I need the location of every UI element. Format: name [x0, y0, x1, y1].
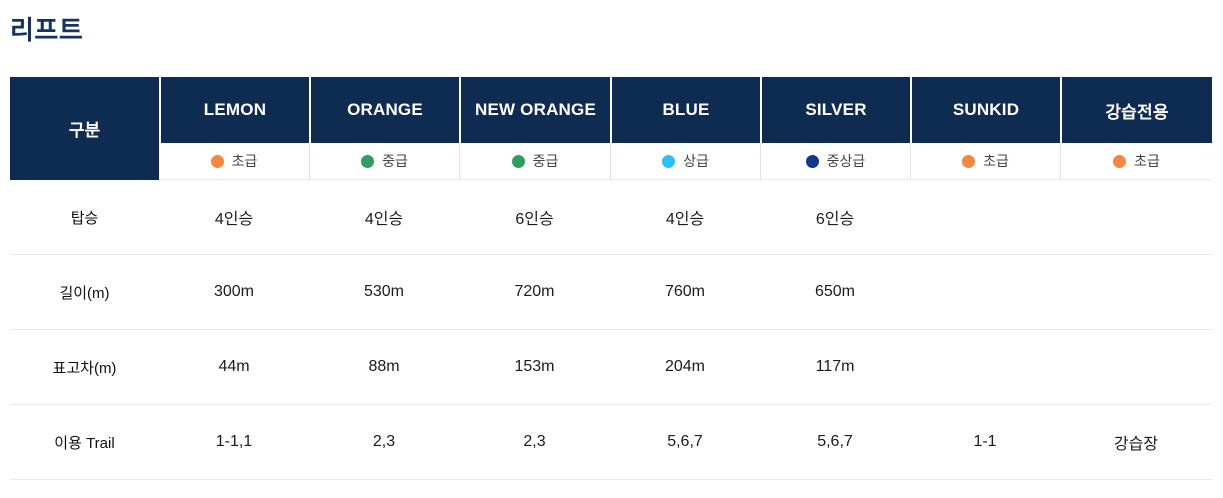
column-header-category: 구분 [10, 77, 159, 180]
column-header-blue: BLUE [610, 77, 760, 143]
cell-elevation-lemon: 44m [159, 330, 309, 405]
cell-trail-new-orange: 2,3 [459, 405, 610, 480]
difficulty-dot-icon [805, 155, 819, 168]
cell-elevation-orange: 88m [309, 330, 459, 405]
cell-boarding-sunkid [910, 180, 1060, 255]
column-header-sunkid: SUNKID [910, 77, 1060, 143]
cell-length-sunkid [910, 255, 1060, 330]
cell-boarding-silver: 6인승 [760, 180, 910, 255]
column-header-silver: SILVER [760, 77, 910, 143]
cell-elevation-new-orange: 153m [459, 330, 610, 405]
difficulty-dot-icon [210, 155, 224, 168]
difficulty-label: 중급 [532, 153, 559, 169]
cell-trail-sunkid: 1-1 [910, 405, 1060, 480]
table-row-boarding: 탑승 4인승 4인승 6인승 4인승 6인승 [10, 180, 1212, 255]
cell-trail-blue: 5,6,7 [610, 405, 760, 480]
cell-trail-lesson-only: 강습장 [1060, 405, 1212, 480]
cell-length-lemon: 300m [159, 255, 309, 330]
column-header-lesson-only: 강습전용 [1060, 77, 1212, 143]
column-header-lemon: LEMON [159, 77, 309, 143]
cell-boarding-lemon: 4인승 [159, 180, 309, 255]
row-label-boarding: 탑승 [10, 180, 159, 255]
row-label-trail: 이용 Trail [10, 405, 159, 480]
difficulty-dot-icon [361, 155, 375, 168]
difficulty-label: 중급 [382, 153, 408, 169]
cell-boarding-orange: 4인승 [309, 180, 459, 255]
lift-table: 구분 LEMON ORANGE NEW ORANGE BLUE SILVER S… [10, 77, 1212, 480]
difficulty-dot-icon [511, 155, 525, 168]
cell-boarding-new-orange: 6인승 [459, 180, 610, 255]
difficulty-cell-new-orange: 중급 [459, 143, 610, 180]
difficulty-label: 초급 [231, 153, 258, 169]
difficulty-cell-orange: 중급 [309, 143, 459, 180]
table-row-length: 길이(m) 300m 530m 720m 760m 650m [10, 255, 1212, 330]
cell-elevation-lesson-only [1060, 330, 1212, 405]
cell-length-orange: 530m [309, 255, 459, 330]
row-label-elevation: 표고차(m) [10, 330, 159, 405]
difficulty-row: 초급 중급 중급 상급 중상급 초급 초급 [10, 143, 1212, 180]
difficulty-cell-silver: 중상급 [760, 143, 910, 180]
cell-trail-silver: 5,6,7 [760, 405, 910, 480]
difficulty-dot-icon [1113, 155, 1127, 168]
difficulty-label: 초급 [1134, 153, 1160, 169]
column-header-orange: ORANGE [309, 77, 459, 143]
difficulty-cell-lemon: 초급 [159, 143, 309, 180]
table-row-trail: 이용 Trail 1-1,1 2,3 2,3 5,6,7 5,6,7 1-1 강… [10, 405, 1212, 480]
difficulty-dot-icon [662, 155, 676, 168]
cell-boarding-lesson-only [1060, 180, 1212, 255]
difficulty-dot-icon [962, 155, 976, 168]
difficulty-label: 초급 [983, 153, 1009, 169]
page-title: 리프트 [10, 15, 84, 45]
difficulty-cell-sunkid: 초급 [910, 143, 1060, 180]
cell-elevation-blue: 204m [610, 330, 760, 405]
cell-length-new-orange: 720m [459, 255, 610, 330]
difficulty-cell-lesson-only: 초급 [1060, 143, 1212, 180]
column-header-new-orange: NEW ORANGE [459, 77, 610, 143]
difficulty-cell-blue: 상급 [610, 143, 760, 180]
cell-length-lesson-only [1060, 255, 1212, 330]
cell-elevation-sunkid [910, 330, 1060, 405]
cell-elevation-silver: 117m [760, 330, 910, 405]
cell-trail-orange: 2,3 [309, 405, 459, 480]
table-row-elevation: 표고차(m) 44m 88m 153m 204m 117m [10, 330, 1212, 405]
cell-trail-lemon: 1-1,1 [159, 405, 309, 480]
row-label-length: 길이(m) [10, 255, 159, 330]
difficulty-label: 상급 [683, 153, 709, 169]
cell-length-silver: 650m [760, 255, 910, 330]
difficulty-label: 중상급 [826, 153, 866, 169]
cell-boarding-blue: 4인승 [610, 180, 760, 255]
cell-length-blue: 760m [610, 255, 760, 330]
header-row: 구분 LEMON ORANGE NEW ORANGE BLUE SILVER S… [10, 77, 1212, 180]
